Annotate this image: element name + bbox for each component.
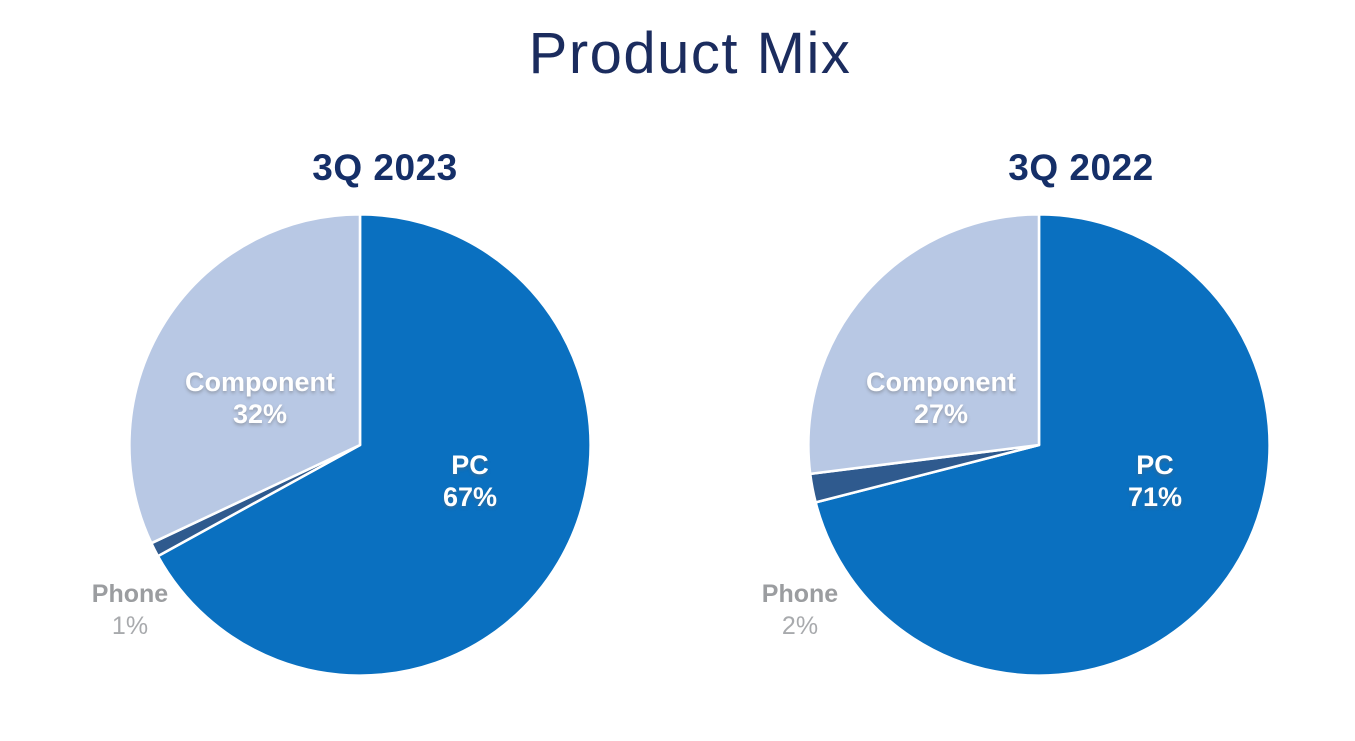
pie-3q2023-svg [128, 213, 592, 677]
label-phone-3q2022: Phone 2% [762, 578, 838, 642]
pie-chart-3q2022: PC 71% Component 27% Phone 2% [762, 213, 1271, 677]
label-pc-3q2022: PC 71% [1128, 449, 1182, 513]
slice-pct-phone: 2% [781, 612, 819, 640]
label-component-3q2022: Component 27% [866, 366, 1016, 430]
pie-slice-pc [814, 213, 1271, 677]
slice-name-pc: PC [451, 450, 489, 480]
pie-chart-3q2023: PC 67% Component 32% Phone 1% [92, 213, 592, 677]
slice-pct-phone: 1% [111, 612, 149, 640]
slice-name-phone: Phone [761, 580, 839, 608]
chart-subtitle-3q2023: 3Q 2023 [312, 147, 458, 188]
slice-name-component: Component [185, 367, 335, 397]
pie-slice-pc [156, 213, 592, 677]
page-title: Product Mix [528, 21, 852, 86]
pie-slice-component [807, 213, 1041, 476]
slice-name-phone: Phone [91, 580, 169, 608]
slice-name-component: Component [866, 367, 1016, 397]
slice-pct-pc: 71% [1127, 482, 1183, 512]
label-phone-3q2023: Phone 1% [92, 578, 168, 642]
slice-name-pc: PC [1136, 450, 1174, 480]
slice-pct-component: 27% [913, 399, 969, 429]
slice-pct-component: 32% [232, 399, 288, 429]
pie-3q2022-svg [807, 213, 1271, 677]
pie-slice-component [128, 213, 362, 545]
label-pc-3q2023: PC 67% [443, 449, 497, 513]
chart-subtitle-3q2022: 3Q 2022 [1008, 147, 1154, 188]
slice-pct-pc: 67% [442, 482, 498, 512]
label-component-3q2023: Component 32% [185, 366, 335, 430]
